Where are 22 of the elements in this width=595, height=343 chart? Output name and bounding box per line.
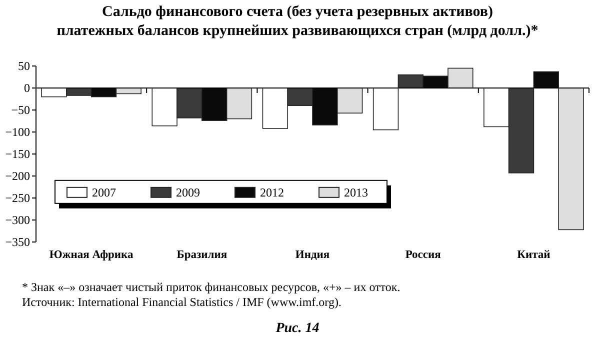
y-tick-label: −200 [5, 169, 30, 184]
y-tick-label: −150 [5, 147, 30, 162]
y-tick-label: 50 [18, 59, 30, 74]
y-tick-label: 0 [24, 81, 30, 96]
y-tick-label: −300 [5, 213, 30, 228]
y-tick-label: −100 [5, 125, 30, 140]
legend-label: 2012 [260, 186, 284, 200]
chart-title: Сальдо финансового счета (без учета резервных активов) платежных балансов крупнейших развивающихся стран (млрд долл.)* [56, 4, 538, 39]
text: Источник: International Financial Statistics / IMF (www.imf.org). [22, 295, 342, 309]
legend-label: 2007 [92, 186, 116, 200]
x-tick-label: Индия [295, 249, 330, 261]
y-tick-label: −350 [5, 235, 30, 250]
y-tick-label: −250 [5, 191, 30, 206]
legend-label: 2009 [176, 186, 200, 200]
text: * Знак «–» означает чистый приток финансовых ресурсов, «+» – их отток. [22, 280, 400, 294]
legend-label: 2013 [344, 186, 368, 200]
x-tick-label: Южная Африка [49, 249, 134, 261]
x-tick-label: Китай [517, 249, 551, 261]
x-tick-label: Россия [405, 249, 441, 261]
x-tick-label: Бразилия [176, 249, 228, 261]
y-tick-label: −50 [11, 103, 30, 118]
text: Рис. 14 [276, 321, 320, 336]
